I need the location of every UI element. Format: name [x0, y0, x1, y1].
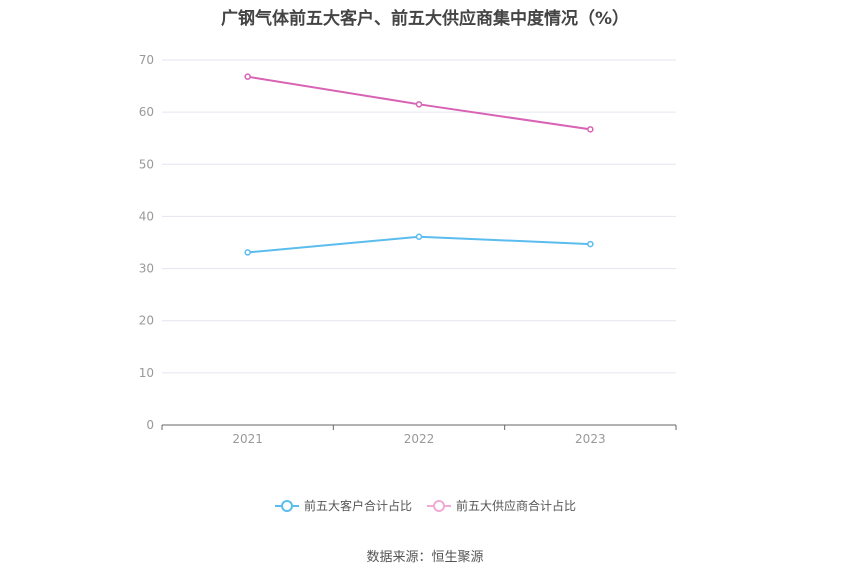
legend-label-customers: 前五大客户合计占比 — [303, 499, 412, 513]
y-tick-label: 40 — [139, 209, 154, 223]
x-tick-label: 2022 — [404, 432, 435, 446]
legend-item-suppliers[interactable]: 前五大供应商合计占比 — [426, 497, 576, 514]
y-tick-label: 70 — [139, 53, 154, 67]
axes: 0 10 20 30 40 50 60 70 2021 2022 2023 — [139, 53, 677, 446]
legend: 前五大客户合计占比 前五大供应商合计占比 — [0, 497, 850, 514]
data-point[interactable] — [587, 126, 594, 133]
x-tick-label: 2023 — [575, 432, 606, 446]
data-point[interactable] — [244, 73, 251, 80]
grid-lines — [162, 59, 676, 374]
legend-line-circle-icon — [427, 499, 451, 512]
chart-title: 广钢气体前五大客户、前五大供应商集中度情况（%） — [220, 9, 630, 29]
legend-item-customers[interactable]: 前五大客户合计占比 — [274, 497, 412, 514]
y-tick-label: 10 — [139, 366, 154, 380]
data-source: 数据来源：恒生聚源 — [366, 550, 484, 565]
y-tick-label: 30 — [139, 262, 154, 276]
y-tick-label: 0 — [146, 418, 154, 432]
x-tick-label: 2021 — [232, 432, 263, 446]
y-tick-label: 60 — [139, 105, 154, 119]
legend-label-suppliers: 前五大供应商合计占比 — [456, 499, 577, 513]
legend-line-circle-icon — [274, 499, 299, 512]
data-point[interactable] — [415, 101, 423, 108]
data-point[interactable] — [244, 249, 251, 256]
y-tick-label: 50 — [139, 157, 154, 171]
data-point[interactable] — [415, 233, 423, 241]
data-point[interactable] — [587, 240, 594, 248]
series-lines — [244, 73, 594, 256]
y-tick-label: 20 — [139, 314, 154, 328]
